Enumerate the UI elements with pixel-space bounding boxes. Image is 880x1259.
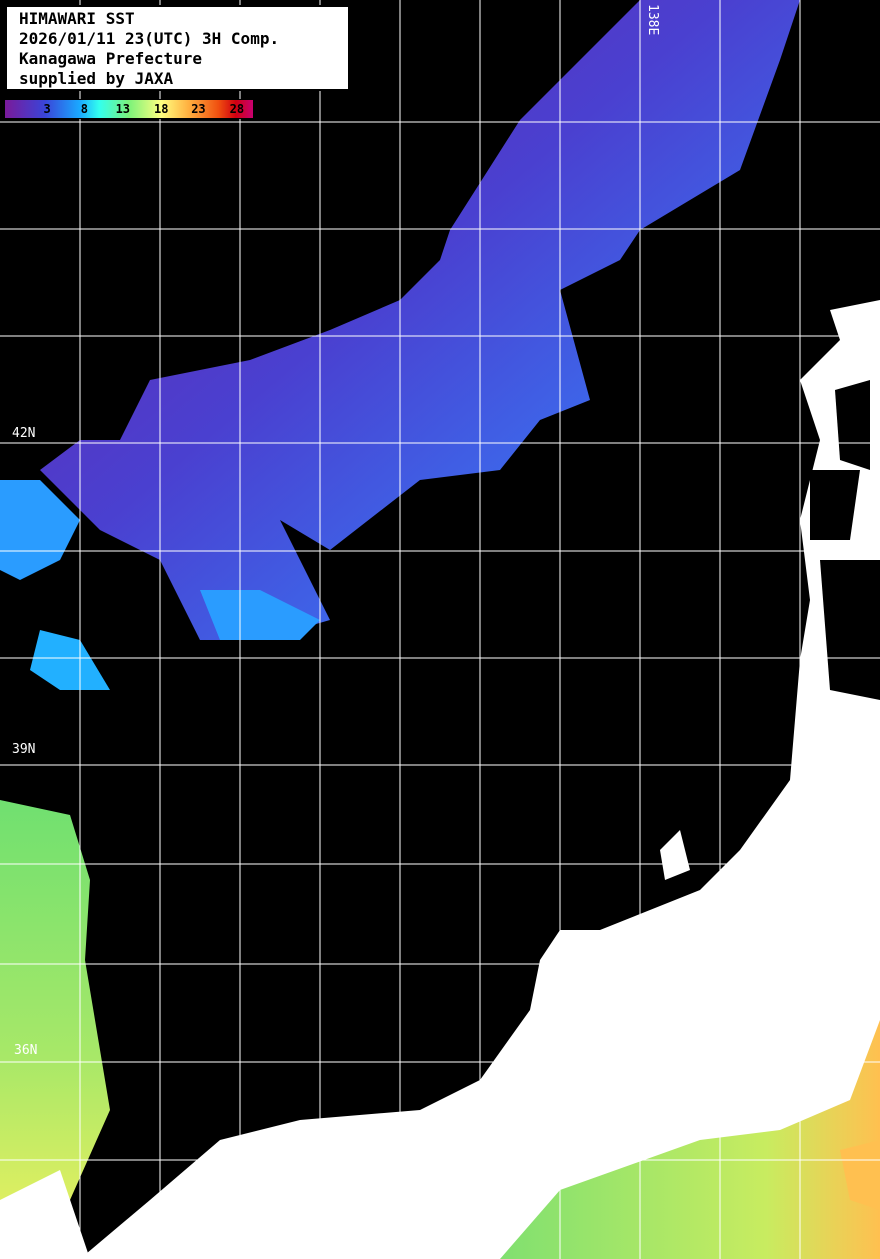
lon-label: 138E — [645, 4, 660, 36]
land — [0, 300, 880, 1259]
scale-tick: 8 — [80, 102, 88, 116]
title-line: HIMAWARI SST — [19, 9, 135, 28]
scale-tick: 13 — [115, 102, 131, 116]
scale-tick: 28 — [229, 102, 245, 116]
lat-label: 42N — [12, 426, 36, 441]
cold-sea-region — [0, 0, 800, 690]
scale-tick: 18 — [154, 102, 169, 116]
lat-label: 36N — [14, 1043, 38, 1058]
color-scale: 3 8 13 18 23 28 — [4, 99, 254, 119]
title-box: HIMAWARI SST 2026/01/11 23(UTC) 3H Comp.… — [5, 5, 350, 91]
scale-tick: 23 — [191, 102, 206, 116]
lat-label: 39N — [12, 742, 36, 757]
date-line: 2026/01/11 23(UTC) 3H Comp. — [19, 29, 280, 48]
org-line: Kanagawa Prefecture — [19, 49, 203, 68]
source-line: supplied by JAXA — [19, 69, 174, 88]
scale-tick: 3 — [43, 102, 51, 116]
warm-sea-west — [0, 800, 110, 1230]
warm-sea-east — [500, 1020, 880, 1259]
